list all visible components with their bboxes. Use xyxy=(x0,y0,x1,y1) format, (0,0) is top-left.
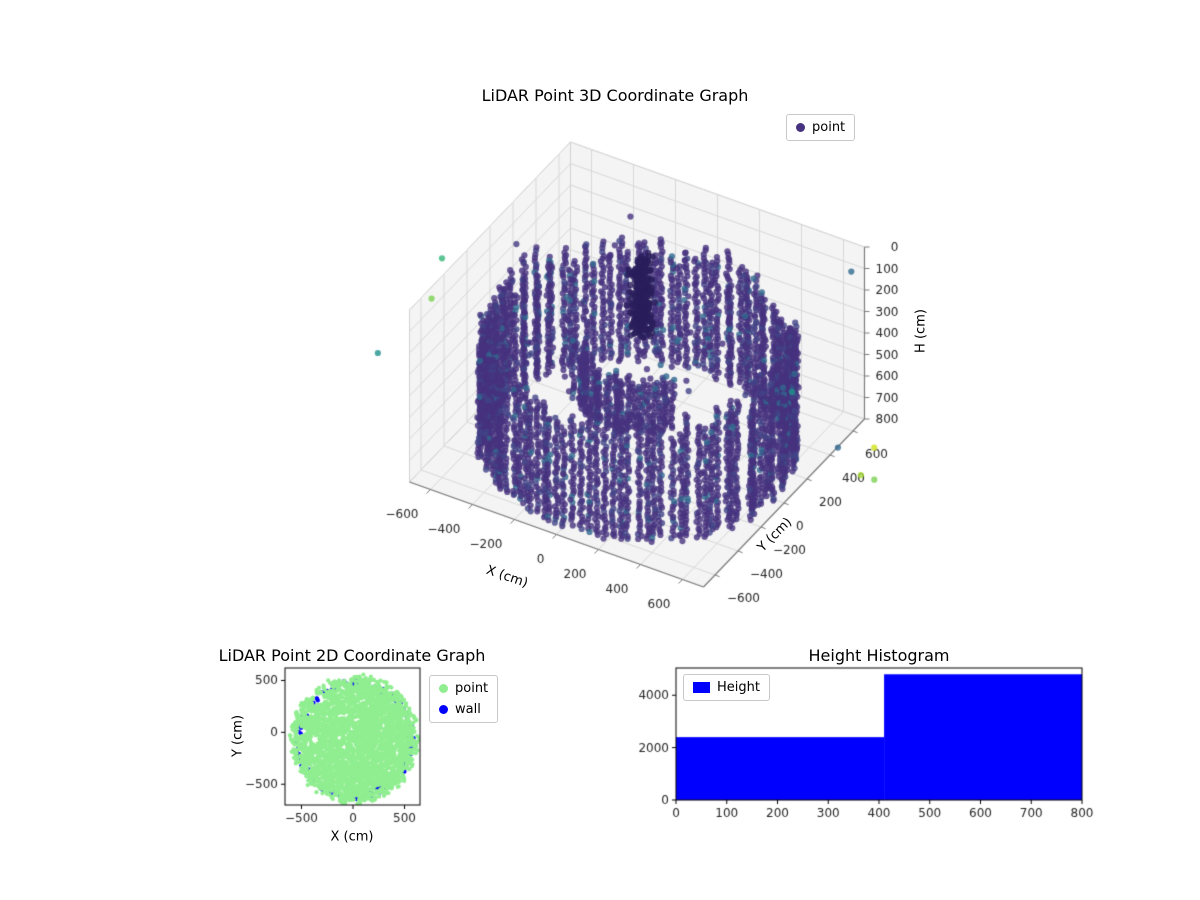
chart-2d-canvas xyxy=(225,660,440,845)
histogram-title: Height Histogram xyxy=(808,646,950,665)
legend-label-height: Height xyxy=(717,680,760,695)
legend-label-wall-2d: wall xyxy=(455,702,481,717)
legend-item-wall-2d: wall xyxy=(439,702,488,717)
legend-label-point-3d: point xyxy=(812,120,846,135)
chart-2d-xaxis-label: X (cm) xyxy=(330,829,374,845)
legend-item-point-2d: point xyxy=(439,681,488,696)
chart-3d-title: LiDAR Point 3D Coordinate Graph xyxy=(481,86,749,105)
chart-3d-canvas xyxy=(320,130,940,670)
histogram-legend: Height xyxy=(683,674,770,701)
height-swatch-icon xyxy=(693,682,710,693)
chart-2d-title: LiDAR Point 2D Coordinate Graph xyxy=(218,646,486,665)
point-marker-icon xyxy=(439,684,448,693)
histogram-canvas xyxy=(600,655,1100,830)
legend-label-point-2d: point xyxy=(455,681,489,696)
chart-2d-legend: point wall xyxy=(429,675,499,723)
wall-marker-icon xyxy=(439,705,448,714)
chart-3d-zaxis-label: H (cm) xyxy=(913,309,929,353)
chart-3d-legend: point xyxy=(786,114,856,141)
legend-item-point-3d: point xyxy=(796,120,845,135)
legend-item-height: Height xyxy=(693,680,760,695)
point-marker-icon xyxy=(796,123,805,132)
chart-2d-yaxis-label: Y (cm) xyxy=(230,714,246,758)
